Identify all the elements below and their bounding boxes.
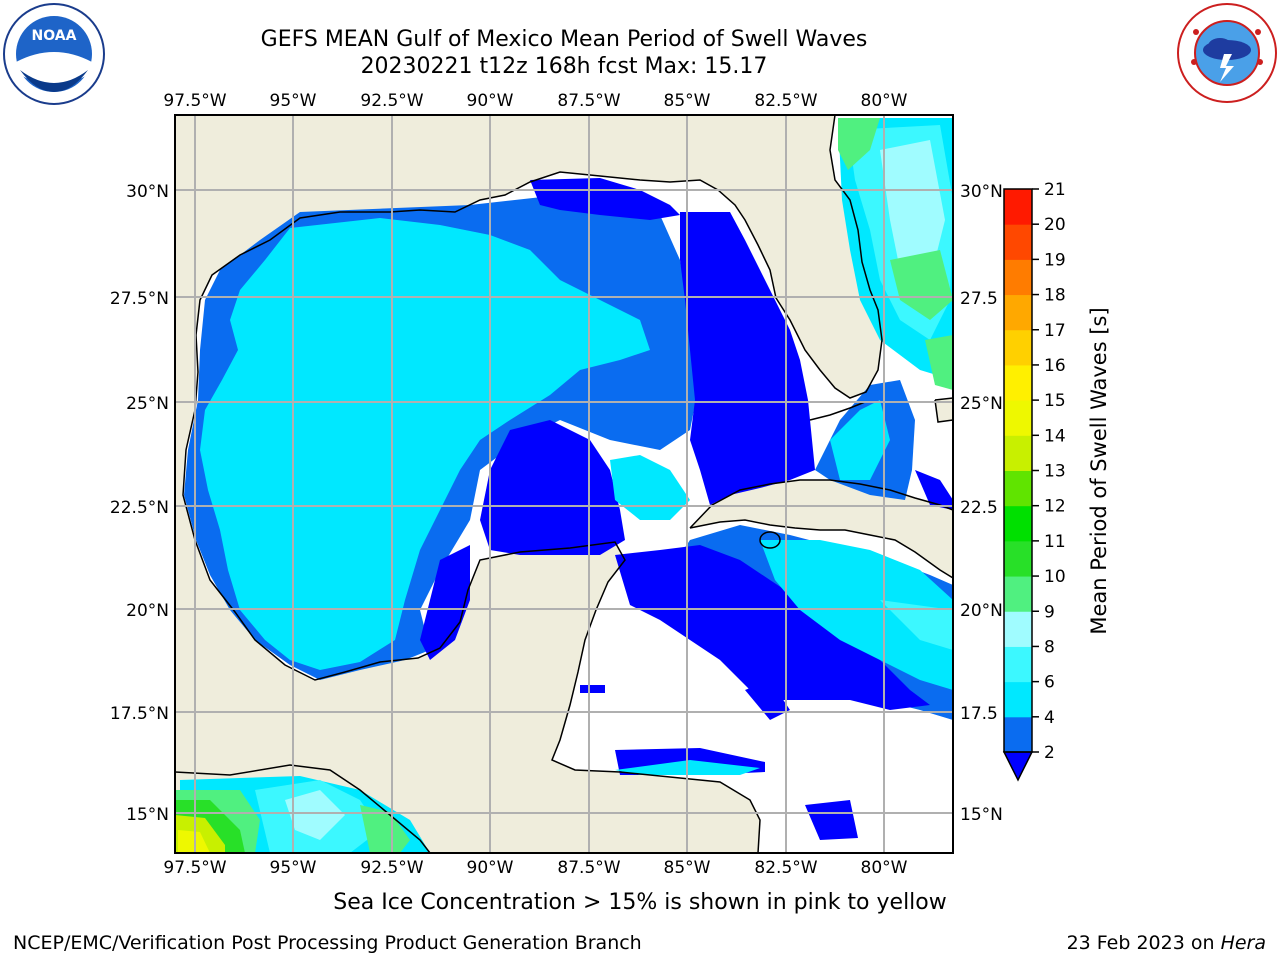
colorbar-swatch (1004, 470, 1032, 507)
colorbar-tick-label: 21 (1044, 180, 1066, 200)
footer-date: 23 Feb 2023 on Hera (1067, 932, 1266, 954)
lon-label: 82.5°W (754, 858, 817, 878)
lat-label: 27.5°N (110, 289, 169, 309)
lon-label: 92.5°W (360, 91, 423, 111)
colorbar-tick-label: 9 (1044, 602, 1055, 622)
lat-label: 22.5°N (110, 498, 169, 518)
lat-label: 30°N (126, 182, 169, 202)
colorbar-swatch (1004, 681, 1032, 718)
lat-label: 20°N (960, 601, 1003, 621)
lon-label: 87.5°W (557, 858, 620, 878)
lat-label: 15°N (960, 805, 1003, 825)
lon-label: 80°W (861, 858, 908, 878)
footer-credit: NCEP/EMC/Verification Post Processing Pr… (13, 932, 642, 954)
footer-date-text: 23 Feb 2023 on (1066, 932, 1221, 954)
colorbar-extend-min-arrow (1002, 751, 1034, 782)
lat-label: 20°N (126, 601, 169, 621)
lon-label: 92.5°W (360, 858, 423, 878)
colorbar-swatch (1004, 505, 1032, 542)
colorbar-label: Mean Period of Swell Waves [s] (1087, 307, 1111, 634)
colorbar-tick-label: 16 (1044, 356, 1066, 376)
lon-label: 95°W (270, 858, 317, 878)
colorbar-swatches (1004, 189, 1032, 753)
coastline (175, 115, 953, 853)
svg-text:NOAA: NOAA (32, 28, 77, 44)
lon-label: 97.5°W (163, 91, 226, 111)
colorbar-swatch (1004, 611, 1032, 647)
sea-ice-note: Sea Ice Concentration > 15% is shown in … (333, 890, 947, 915)
colorbar-tick-label: 8 (1044, 637, 1055, 657)
longitude-labels-bottom: 97.5°W 95°W 92.5°W 90°W 87.5°W 85°W 82.5… (163, 858, 907, 878)
swell-band-below-2 (420, 178, 953, 840)
colorbar-swatch (1004, 716, 1032, 753)
lon-label: 97.5°W (163, 858, 226, 878)
lat-label: 17.5°N (110, 704, 169, 724)
national-weather-service-logo (1177, 3, 1277, 103)
lon-label: 85°W (664, 91, 711, 111)
graticule (175, 115, 953, 853)
lat-label: 22.5 (960, 498, 998, 518)
lon-label: 80°W (861, 91, 908, 111)
latitude-labels-left: 30°N 27.5°N 25°N 22.5°N 20°N 17.5°N 15°N (110, 182, 169, 825)
lat-label: 27.5 (960, 289, 998, 309)
colorbar-swatch (1004, 646, 1032, 683)
chart-subtitle: 20230221 t12z 168h fcst Max: 15.17 (360, 54, 768, 79)
colorbar-tick-label: 19 (1044, 250, 1066, 270)
lon-label: 90°W (467, 91, 514, 111)
colorbar-tick-label: 11 (1044, 532, 1066, 552)
lat-label: 30°N (960, 182, 1003, 202)
lon-label: 95°W (270, 91, 317, 111)
colorbar-tick-label: 13 (1044, 462, 1066, 482)
colorbar-tick-label: 2 (1044, 743, 1055, 763)
longitude-labels-top: 97.5°W 95°W 92.5°W 90°W 87.5°W 85°W 82.5… (163, 91, 907, 111)
colorbar-swatch (1004, 329, 1032, 366)
lat-label: 25°N (960, 394, 1003, 414)
chart-title: GEFS MEAN Gulf of Mexico Mean Period of … (260, 27, 868, 52)
colorbar-swatch (1004, 576, 1032, 612)
land-cuba (690, 480, 953, 578)
lat-label: 15°N (126, 805, 169, 825)
footer-host: Hera (1220, 932, 1266, 954)
lon-label: 87.5°W (557, 91, 620, 111)
land-bahamas (935, 398, 953, 422)
colorbar-tick-label: 6 (1044, 673, 1055, 693)
colorbar-swatch (1004, 435, 1032, 471)
lon-label: 90°W (467, 858, 514, 878)
colorbar-tick-label: 4 (1044, 708, 1055, 728)
map-canvas (175, 115, 953, 853)
colorbar-swatch (1004, 400, 1032, 436)
colorbar-swatch (1004, 189, 1032, 225)
colorbar-swatch (1004, 224, 1032, 260)
colorbar-tick-label: 14 (1044, 426, 1066, 446)
colorbar-tick-label: 10 (1044, 567, 1066, 587)
swell-band-8-9 (285, 140, 945, 840)
noaa-logo: NOAA (3, 3, 105, 105)
colorbar-tick-label: 18 (1044, 286, 1066, 306)
colorbar-tick-label: 20 (1044, 215, 1066, 235)
latitude-labels-right: 30°N 27.5 25°N 22.5 20°N 17.5 15°N (960, 182, 1003, 825)
colorbar-swatch (1004, 259, 1032, 296)
colorbar-tick-label: 15 (1044, 391, 1066, 411)
lat-label: 17.5 (960, 704, 998, 724)
map-frame (174, 114, 954, 854)
colorbar: 2 4 6 8 9 10 11 12 13 14 15 16 17 18 19 20 21 Mean Perio… (1002, 180, 1111, 782)
colorbar-ticks: 2 4 6 8 9 10 11 12 13 14 15 16 17 18 19 20 21 (1032, 180, 1066, 763)
lon-label: 82.5°W (754, 91, 817, 111)
colorbar-swatch (1004, 540, 1032, 577)
colorbar-swatch (1004, 294, 1032, 331)
lon-label: 85°W (664, 858, 711, 878)
colorbar-tick-label: 17 (1044, 321, 1066, 341)
colorbar-tick-label: 12 (1044, 497, 1066, 517)
lat-label: 25°N (126, 394, 169, 414)
colorbar-swatch (1004, 364, 1032, 401)
